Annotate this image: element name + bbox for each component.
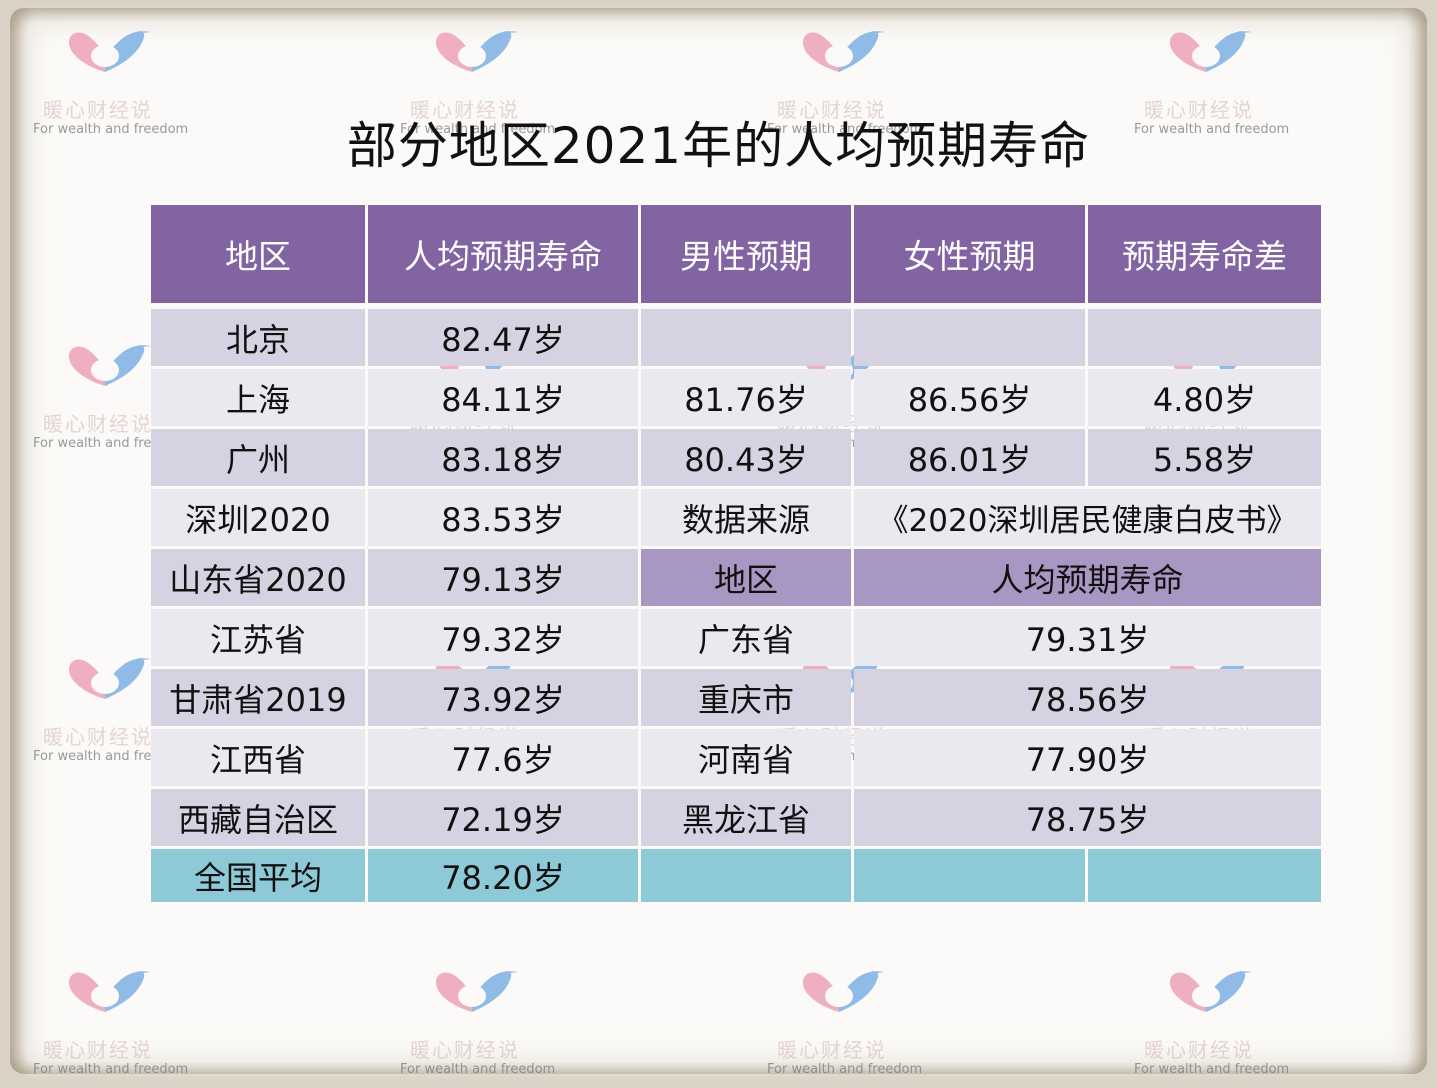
table-cell-region: 广州 <box>151 429 365 486</box>
table-cell-life: 84.11岁 <box>368 369 638 426</box>
source-value: 《2020深圳居民健康白皮书》 <box>854 489 1321 546</box>
table-cell-life2: 78.56岁 <box>854 669 1321 726</box>
table-cell-region2: 河南省 <box>641 729 851 786</box>
header-female: 女性预期 <box>854 205 1085 303</box>
table-cell-region2: 重庆市 <box>641 669 851 726</box>
table-cell-life: 73.92岁 <box>368 669 638 726</box>
table-cell-life: 83.53岁 <box>368 489 638 546</box>
table-cell-region: 北京 <box>151 309 365 366</box>
national-average-label: 全国平均 <box>151 849 365 902</box>
national-average-value: 78.20岁 <box>368 849 638 902</box>
header-male: 男性预期 <box>641 205 851 303</box>
page-title: 部分地区2021年的人均预期寿命 <box>346 117 1091 175</box>
table-cell-empty <box>641 849 851 902</box>
table-cell-diff: 4.80岁 <box>1088 369 1321 426</box>
table-cell-region: 江西省 <box>151 729 365 786</box>
sub-header-life: 人均预期寿命 <box>854 549 1321 606</box>
table-cell-region: 上海 <box>151 369 365 426</box>
table-cell-empty <box>854 849 1085 902</box>
table-cell-life: 77.6岁 <box>368 729 638 786</box>
table-cell-female: 86.01岁 <box>854 429 1085 486</box>
table-cell-diff: 5.58岁 <box>1088 429 1321 486</box>
table-cell-male: 81.76岁 <box>641 369 851 426</box>
table-cell-life2: 77.90岁 <box>854 729 1321 786</box>
table-cell-life2: 79.31岁 <box>854 609 1321 666</box>
table-cell-life2: 78.75岁 <box>854 789 1321 846</box>
header-life-expectancy: 人均预期寿命 <box>368 205 638 303</box>
table-cell-male <box>641 309 851 366</box>
table-cell-region2: 黑龙江省 <box>641 789 851 846</box>
table-cell-empty <box>1088 849 1321 902</box>
table-cell-region: 深圳2020 <box>151 489 365 546</box>
table-cell-region: 江苏省 <box>151 609 365 666</box>
table-cell-region2: 广东省 <box>641 609 851 666</box>
source-label: 数据来源 <box>641 489 851 546</box>
sub-header-region: 地区 <box>641 549 851 606</box>
table-cell-female <box>854 309 1085 366</box>
table-cell-life: 72.19岁 <box>368 789 638 846</box>
table-cell-female: 86.56岁 <box>854 369 1085 426</box>
table-cell-region: 山东省2020 <box>151 549 365 606</box>
header-region: 地区 <box>151 205 365 303</box>
header-difference: 预期寿命差 <box>1088 205 1321 303</box>
table-cell-diff <box>1088 309 1321 366</box>
table-cell-life: 79.13岁 <box>368 549 638 606</box>
table-cell-life: 79.32岁 <box>368 609 638 666</box>
table-cell-male: 80.43岁 <box>641 429 851 486</box>
table-cell-region: 甘肃省2019 <box>151 669 365 726</box>
table-cell-life: 82.47岁 <box>368 309 638 366</box>
table-cell-life: 83.18岁 <box>368 429 638 486</box>
table-cell-region: 西藏自治区 <box>151 789 365 846</box>
